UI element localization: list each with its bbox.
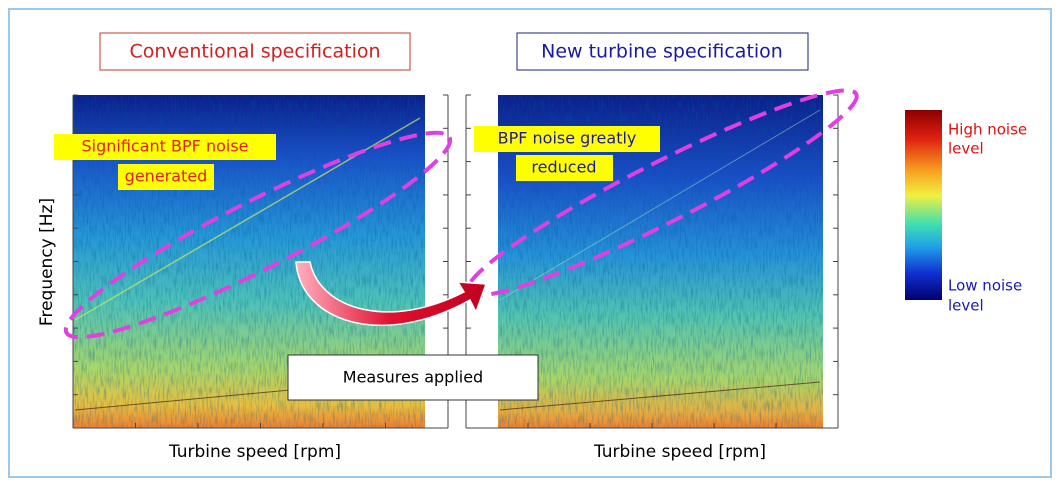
frame — [8, 8, 1052, 478]
title-box — [516, 32, 809, 71]
highlight — [516, 155, 613, 181]
highlight — [54, 134, 276, 160]
transition-arrow — [295, 261, 488, 326]
y-axis-label: Frequency [Hz] — [37, 198, 57, 326]
arrow-label: Measures applied — [343, 368, 483, 387]
highlight — [474, 126, 660, 152]
colorbar-label: level — [948, 297, 984, 315]
x-axis-label: Turbine speed [rpm] — [593, 442, 766, 462]
annotation: reduced — [531, 158, 596, 177]
harmonic-line — [499, 381, 821, 411]
x-axis-label: Turbine speed [rpm] — [168, 442, 341, 462]
annotation: BPF noise greatly — [498, 129, 637, 148]
colorbar-label: High noise — [948, 121, 1027, 139]
panel-title: Conventional specification — [129, 41, 380, 63]
highlight-ellipse — [63, 130, 453, 340]
bpf-line — [499, 109, 821, 301]
annotation: generated — [125, 167, 208, 186]
highlight — [118, 164, 214, 190]
colorbar-label: level — [948, 140, 984, 158]
colorbar — [905, 110, 942, 300]
colorbar-label: Low noise — [948, 277, 1022, 295]
panel-title: New turbine specification — [541, 41, 783, 63]
title-box — [99, 32, 411, 71]
label-box — [287, 354, 539, 401]
annotation: Significant BPF noise — [82, 137, 249, 156]
